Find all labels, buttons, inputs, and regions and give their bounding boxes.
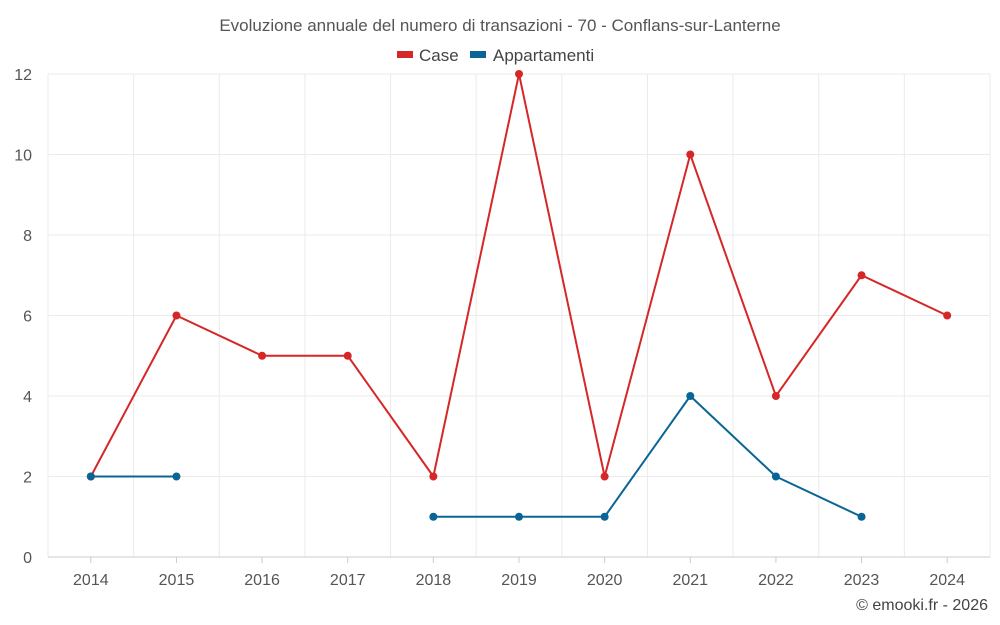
data-point-case[interactable] — [515, 70, 523, 78]
data-point-appartamenti[interactable] — [686, 392, 695, 400]
x-tick-label: 2016 — [244, 572, 280, 589]
data-point-case[interactable] — [600, 472, 609, 481]
y-tick-label: 2 — [23, 470, 32, 487]
data-point-case[interactable] — [343, 351, 352, 360]
x-axis-ticks: 2014 2015 2016 2017 2018 2019 2020 2021 2022 2023… — [73, 557, 965, 589]
data-point-appartamenti[interactable] — [429, 512, 438, 521]
y-tick-label: 4 — [23, 389, 32, 406]
data-point-case[interactable] — [258, 351, 267, 360]
y-tick-label: 8 — [23, 228, 32, 245]
x-tick-label: 2023 — [844, 572, 880, 589]
x-tick-label: 2019 — [501, 572, 537, 589]
y-tick-label: 6 — [23, 309, 32, 326]
data-point-appartamenti[interactable] — [857, 512, 866, 521]
legend-label-appartamenti[interactable]: Appartamenti — [493, 46, 594, 65]
grid — [47, 73, 991, 558]
data-point-appartamenti[interactable] — [771, 472, 780, 481]
series — [86, 70, 952, 521]
y-tick-label: 10 — [14, 148, 32, 165]
legend-label-case[interactable]: Case — [419, 46, 459, 65]
x-tick-label: 2021 — [672, 572, 708, 589]
series-case — [86, 70, 952, 481]
data-point-case[interactable] — [686, 150, 695, 159]
data-point-appartamenti[interactable] — [600, 512, 609, 521]
data-point-appartamenti[interactable] — [172, 472, 181, 481]
data-point-case[interactable] — [943, 311, 952, 320]
series-appartamenti — [86, 392, 866, 521]
x-tick-label: 2015 — [159, 572, 195, 589]
x-tick-label: 2020 — [587, 572, 623, 589]
x-tick-label: 2018 — [416, 572, 452, 589]
legend-swatch-appartamenti[interactable] — [470, 51, 486, 58]
legend: Case Appartamenti — [397, 46, 594, 65]
y-tick-label: 12 — [14, 67, 32, 84]
chart-title: Evoluzione annuale del numero di transaz… — [219, 16, 780, 35]
x-tick-label: 2017 — [330, 572, 366, 589]
data-point-case[interactable] — [857, 271, 866, 280]
x-tick-label: 2014 — [73, 572, 109, 589]
data-point-case[interactable] — [429, 472, 438, 481]
y-axis-ticks: 0 2 4 6 8 10 12 — [14, 67, 32, 567]
x-tick-label: 2022 — [758, 572, 794, 589]
data-point-appartamenti[interactable] — [86, 472, 95, 481]
data-point-case[interactable] — [771, 392, 780, 400]
x-tick-label: 2024 — [929, 572, 965, 589]
data-point-appartamenti[interactable] — [515, 512, 523, 521]
legend-swatch-case[interactable] — [397, 51, 413, 58]
credit-text: © emooki.fr - 2026 — [856, 597, 988, 614]
data-point-case[interactable] — [172, 311, 181, 320]
series-line-appartamenti — [433, 395, 862, 518]
y-tick-label: 0 — [23, 550, 32, 567]
